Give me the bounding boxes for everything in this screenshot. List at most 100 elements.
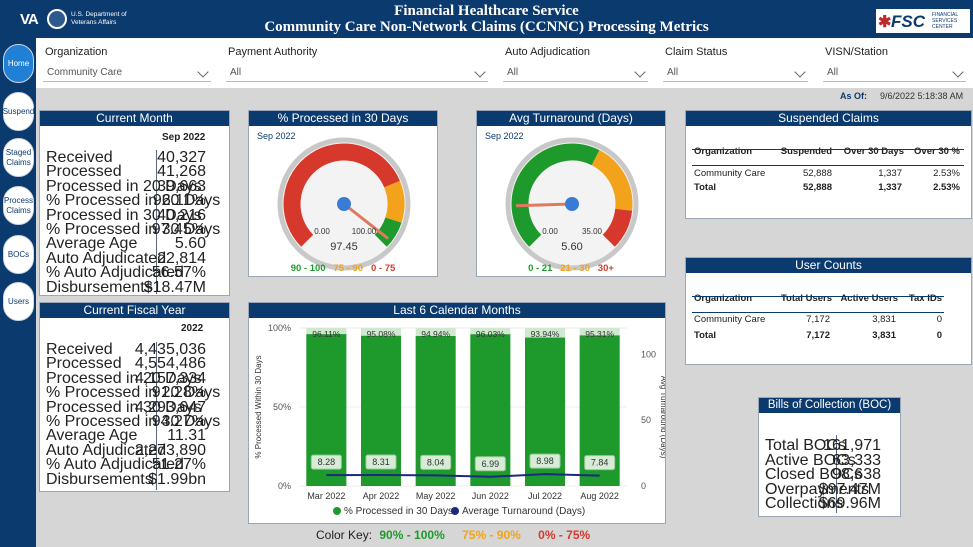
nav-process-claims-button[interactable]: Process Claims	[3, 186, 34, 225]
col-header: Active Users	[840, 293, 898, 304]
nav-users-button[interactable]: Users	[3, 282, 34, 321]
y2-tick-label: 100	[641, 349, 656, 359]
row-value: 2,273,890	[134, 441, 206, 459]
gauge-hub	[337, 197, 351, 211]
filter-auto-adjudication-label: Auto Adjudication	[505, 46, 591, 58]
nav-home-button[interactable]: Home	[3, 44, 34, 83]
row-value: 51.27%	[151, 456, 206, 474]
nav-suspend-button[interactable]: Suspend	[3, 92, 34, 131]
row-value: 39,663	[157, 177, 206, 195]
col-header: Over 30 Days	[843, 146, 904, 157]
color-key-orange: 75% - 90%	[462, 528, 521, 542]
row-label: Overpayments	[765, 480, 870, 498]
color-key-label: Color Key:	[316, 528, 373, 542]
nav-bocs-button[interactable]: BOCs	[3, 235, 34, 274]
as-of-label: As Of:	[840, 91, 867, 101]
row-value: 98,638	[832, 466, 881, 483]
user-counts-panel: User Counts Organization Total Users Act…	[685, 257, 972, 365]
current-month-period: Sep 2022	[162, 132, 206, 143]
gauge-band	[374, 217, 402, 247]
x-tick-label: Mar 2022	[307, 491, 345, 501]
filter-claim-status-label: Claim Status	[665, 46, 728, 58]
last-6-months-chart: 0% 50% 100% 0 50 100 % Processed Within 30 Day…	[254, 323, 665, 517]
legend-orange: 75 - 90	[333, 263, 364, 274]
row-value: 40,216	[157, 206, 206, 224]
bar-value-label: 95.08%	[367, 329, 396, 339]
gauge-needle	[515, 202, 573, 208]
page-subtitle: Community Care Non-Network Claims (CCNNC…	[264, 19, 709, 35]
row-value: 96.11%	[152, 192, 206, 210]
as-of-value: 9/6/2022 5:18:38 AM	[880, 91, 964, 101]
legend-red: 30+	[597, 263, 614, 274]
filter-payment-authority-select[interactable]: All	[226, 64, 488, 82]
table-row: Received 4,435,036	[40, 341, 230, 358]
gauge-band	[511, 143, 600, 247]
row-label: Received	[46, 149, 113, 166]
gauge-band	[283, 143, 400, 247]
filter-visn-station-label: VISN/Station	[825, 46, 888, 58]
y-tick-label: 50%	[273, 402, 291, 412]
line-label-box	[584, 455, 616, 471]
page-title: Financial Healthcare Service	[394, 3, 579, 19]
row-value: 22,814	[157, 249, 206, 267]
legend-green: 90 - 100	[290, 263, 326, 274]
row-label: % Processed in 20 Days	[46, 384, 221, 402]
gauge-turnaround-chart: 0.00 35.005.60	[505, 137, 639, 271]
gauge-processed-title: % Processed in 30 Days	[249, 111, 437, 126]
row-label: % Processed in 30 Days	[46, 413, 221, 430]
chevron-down-icon	[474, 66, 486, 78]
current-fy-period: 2022	[181, 323, 204, 334]
row-value: 40,327	[157, 149, 206, 166]
gauge-processed-legend: 90 - 100 75 - 90 0 - 75	[249, 263, 437, 274]
row-label: Average Age	[46, 235, 138, 253]
y-axis-label: % Processed Within 30 Days	[254, 355, 263, 458]
color-key: Color Key: 90% - 100% 75% - 90% 0% - 75%	[316, 528, 590, 542]
col-header: Over 30 %	[914, 146, 960, 157]
filter-visn-station-select[interactable]: All	[823, 64, 966, 82]
table-row: % Processed in 30 Days 97.45%	[40, 221, 230, 238]
table-row: Auto Adjudicated 22,814	[40, 249, 230, 267]
table-row: Processed in 30 Days 40,216	[40, 206, 230, 224]
current-month-panel: Current Month Sep 2022 Received 40,327 Pro…	[39, 110, 230, 296]
line-label-box	[420, 454, 452, 470]
row-label: Processed in 30 Days	[46, 398, 202, 416]
row-value: 5.60	[174, 235, 206, 253]
row-label: Total BOCs	[765, 437, 846, 454]
table-row: Processed 41,268	[40, 163, 230, 181]
table-row: % Auto Adjudicated 51.27%	[40, 456, 230, 474]
color-key-red: 0% - 75%	[538, 528, 591, 542]
row-label: Auto Adjudicated	[46, 441, 167, 459]
turnaround-line	[326, 473, 600, 478]
row-value: 41,268	[157, 163, 206, 181]
fsc-logo: ✱ FSC FINANCIAL SERVICES CENTER	[876, 9, 970, 33]
table-row: Average Age 5.60	[40, 235, 230, 253]
legend-orange: 21 - 30	[560, 263, 590, 274]
row-label: Received	[46, 341, 113, 358]
fsc-star-icon: ✱	[878, 14, 892, 31]
header-bar: VA U.S. Department of Veterans Affairs F…	[0, 0, 973, 38]
line-value-label: 7.84	[591, 458, 609, 468]
row-value: 91.28%	[151, 384, 206, 402]
legend-line-marker	[451, 507, 459, 515]
row-label: % Processed in 30 Days	[46, 221, 221, 238]
filter-organization-select[interactable]: Community Care	[43, 64, 211, 82]
row-label: Disbursements	[46, 470, 153, 488]
filter-auto-adjudication-select[interactable]: All	[503, 64, 648, 82]
table-row: Total BOCs 161,971	[759, 437, 901, 454]
x-tick-label: Apr 2022	[363, 491, 400, 501]
row-label: % Auto Adjudicated	[46, 264, 184, 282]
bar-value-label: 93.94%	[531, 329, 560, 339]
gauge-min-label: 0.00	[542, 227, 558, 236]
row-label: Auto Adjudicated	[46, 249, 167, 267]
boc-title: Bills of Collection (BOC)	[759, 398, 900, 413]
filter-claim-status-select[interactable]: All	[663, 64, 808, 82]
user-counts-title: User Counts	[686, 258, 971, 273]
legend-bar-label: % Processed in 30 Days	[344, 506, 453, 517]
line-label-box	[310, 454, 342, 470]
current-fy-panel: Current Fiscal Year 2022 Received 4,435,0…	[39, 302, 230, 492]
nav-staged-claims-button[interactable]: Staged Claims	[3, 138, 34, 177]
gauge-turnaround-title: Avg Turnaround (Days)	[477, 111, 665, 126]
row-label: % Auto Adjudicated	[46, 456, 184, 474]
table-row: Active BOCs 63,333	[759, 452, 901, 468]
row-label: Collections	[765, 495, 844, 512]
